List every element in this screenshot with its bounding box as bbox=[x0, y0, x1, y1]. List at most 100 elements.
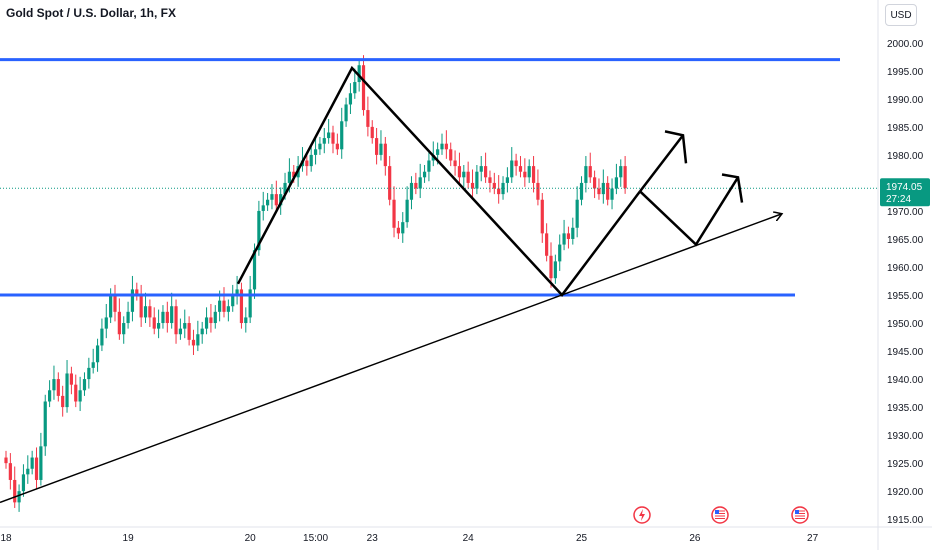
candle-body bbox=[562, 233, 566, 245]
candle-body bbox=[405, 199, 409, 223]
candle-body bbox=[470, 182, 475, 189]
candle-body bbox=[113, 295, 117, 312]
candle-body bbox=[313, 149, 318, 155]
y-tick-label: 1935.00 bbox=[887, 403, 924, 414]
candle-body bbox=[331, 132, 335, 144]
candle-body bbox=[392, 199, 396, 228]
x-tick-label: 15:00 bbox=[303, 533, 328, 544]
candle-body bbox=[366, 110, 370, 127]
candle-body bbox=[104, 317, 108, 329]
candle-body bbox=[13, 479, 17, 503]
candle-body bbox=[418, 177, 422, 189]
candle-body bbox=[475, 171, 479, 189]
candle-body bbox=[340, 121, 344, 150]
candle-body bbox=[170, 306, 174, 324]
candle-body bbox=[414, 182, 418, 189]
candle-body bbox=[305, 160, 309, 167]
candle-body bbox=[95, 345, 100, 363]
candle-body bbox=[440, 143, 444, 150]
candle-body bbox=[143, 306, 148, 318]
candle-body bbox=[26, 468, 30, 475]
candle-body bbox=[218, 300, 222, 312]
projection-arrowhead-a bbox=[664, 130, 688, 164]
y-tick-label: 1945.00 bbox=[887, 347, 924, 358]
y-tick-label: 2000.00 bbox=[887, 39, 924, 50]
candle-body bbox=[52, 379, 56, 391]
y-tick-label: 1970.00 bbox=[887, 207, 924, 218]
candle-body bbox=[492, 182, 496, 189]
candle-body bbox=[610, 188, 614, 200]
candle-body bbox=[375, 138, 379, 155]
candle-body bbox=[270, 194, 274, 200]
x-tick-label: 20 bbox=[245, 533, 257, 544]
x-tick-label: 26 bbox=[689, 533, 701, 544]
candle-body bbox=[558, 244, 562, 262]
y-tick-label: 1925.00 bbox=[887, 459, 924, 470]
currency-button[interactable]: USD bbox=[885, 4, 917, 26]
candle-body bbox=[261, 205, 265, 211]
candle-body bbox=[597, 188, 601, 195]
countdown-timer: 27:24 bbox=[886, 194, 911, 205]
candle-body bbox=[126, 311, 130, 324]
projection-arrowhead-b bbox=[721, 173, 744, 203]
candle-body bbox=[518, 166, 523, 172]
candle-body bbox=[579, 182, 584, 200]
candle-body bbox=[540, 199, 544, 234]
candle-body bbox=[231, 295, 235, 307]
candle-body bbox=[135, 289, 139, 296]
x-tick-label: 27 bbox=[807, 533, 819, 544]
candle-body bbox=[623, 166, 627, 189]
candle-body bbox=[444, 143, 448, 150]
y-tick-label: 1980.00 bbox=[887, 151, 924, 162]
candle-body bbox=[213, 311, 217, 324]
candle-body bbox=[235, 289, 239, 296]
candle-body bbox=[200, 328, 204, 335]
candle-body bbox=[292, 171, 296, 178]
x-tick-label: 23 bbox=[367, 533, 379, 544]
y-tick-label: 1915.00 bbox=[887, 515, 924, 526]
candle-body bbox=[553, 261, 557, 279]
candle-body bbox=[244, 317, 248, 324]
us-flag-event-icon[interactable] bbox=[791, 506, 809, 524]
candle-body bbox=[91, 362, 95, 368]
candle-body bbox=[178, 328, 182, 335]
candle-body bbox=[409, 182, 414, 200]
candle-body bbox=[226, 306, 230, 312]
candle-body bbox=[531, 166, 536, 183]
candle-body bbox=[191, 339, 196, 346]
candle-body bbox=[204, 317, 209, 329]
candle-body bbox=[279, 194, 283, 206]
y-tick-label: 1930.00 bbox=[887, 431, 924, 442]
candle-body bbox=[130, 289, 135, 312]
candle-body bbox=[287, 171, 291, 183]
candle-body bbox=[388, 166, 392, 200]
candle-body bbox=[536, 182, 540, 200]
pattern-drawing bbox=[236, 65, 641, 297]
candle-body bbox=[39, 446, 43, 480]
candle-body bbox=[510, 160, 514, 178]
candle-body bbox=[196, 334, 200, 346]
candle-body bbox=[30, 457, 34, 469]
candle-body bbox=[396, 227, 400, 234]
candle-body bbox=[335, 143, 339, 150]
x-tick-label: 25 bbox=[576, 533, 588, 544]
candle-body bbox=[69, 373, 73, 385]
candle-body bbox=[348, 93, 353, 105]
candle-body bbox=[309, 154, 313, 167]
projection-path-b bbox=[639, 176, 740, 247]
candle-body bbox=[100, 328, 104, 346]
y-tick-label: 1955.00 bbox=[887, 291, 924, 302]
candle-body bbox=[462, 171, 466, 178]
candle-body bbox=[619, 166, 623, 178]
candle-body bbox=[248, 289, 252, 318]
us-flag-event-icon[interactable] bbox=[711, 506, 729, 524]
y-tick-label: 1960.00 bbox=[887, 263, 924, 274]
candle-body bbox=[488, 177, 492, 183]
flash-event-icon[interactable] bbox=[633, 506, 651, 524]
y-tick-label: 1985.00 bbox=[887, 123, 924, 134]
candle-body bbox=[527, 166, 531, 178]
candle-body bbox=[117, 311, 121, 335]
candle-body bbox=[183, 323, 187, 329]
